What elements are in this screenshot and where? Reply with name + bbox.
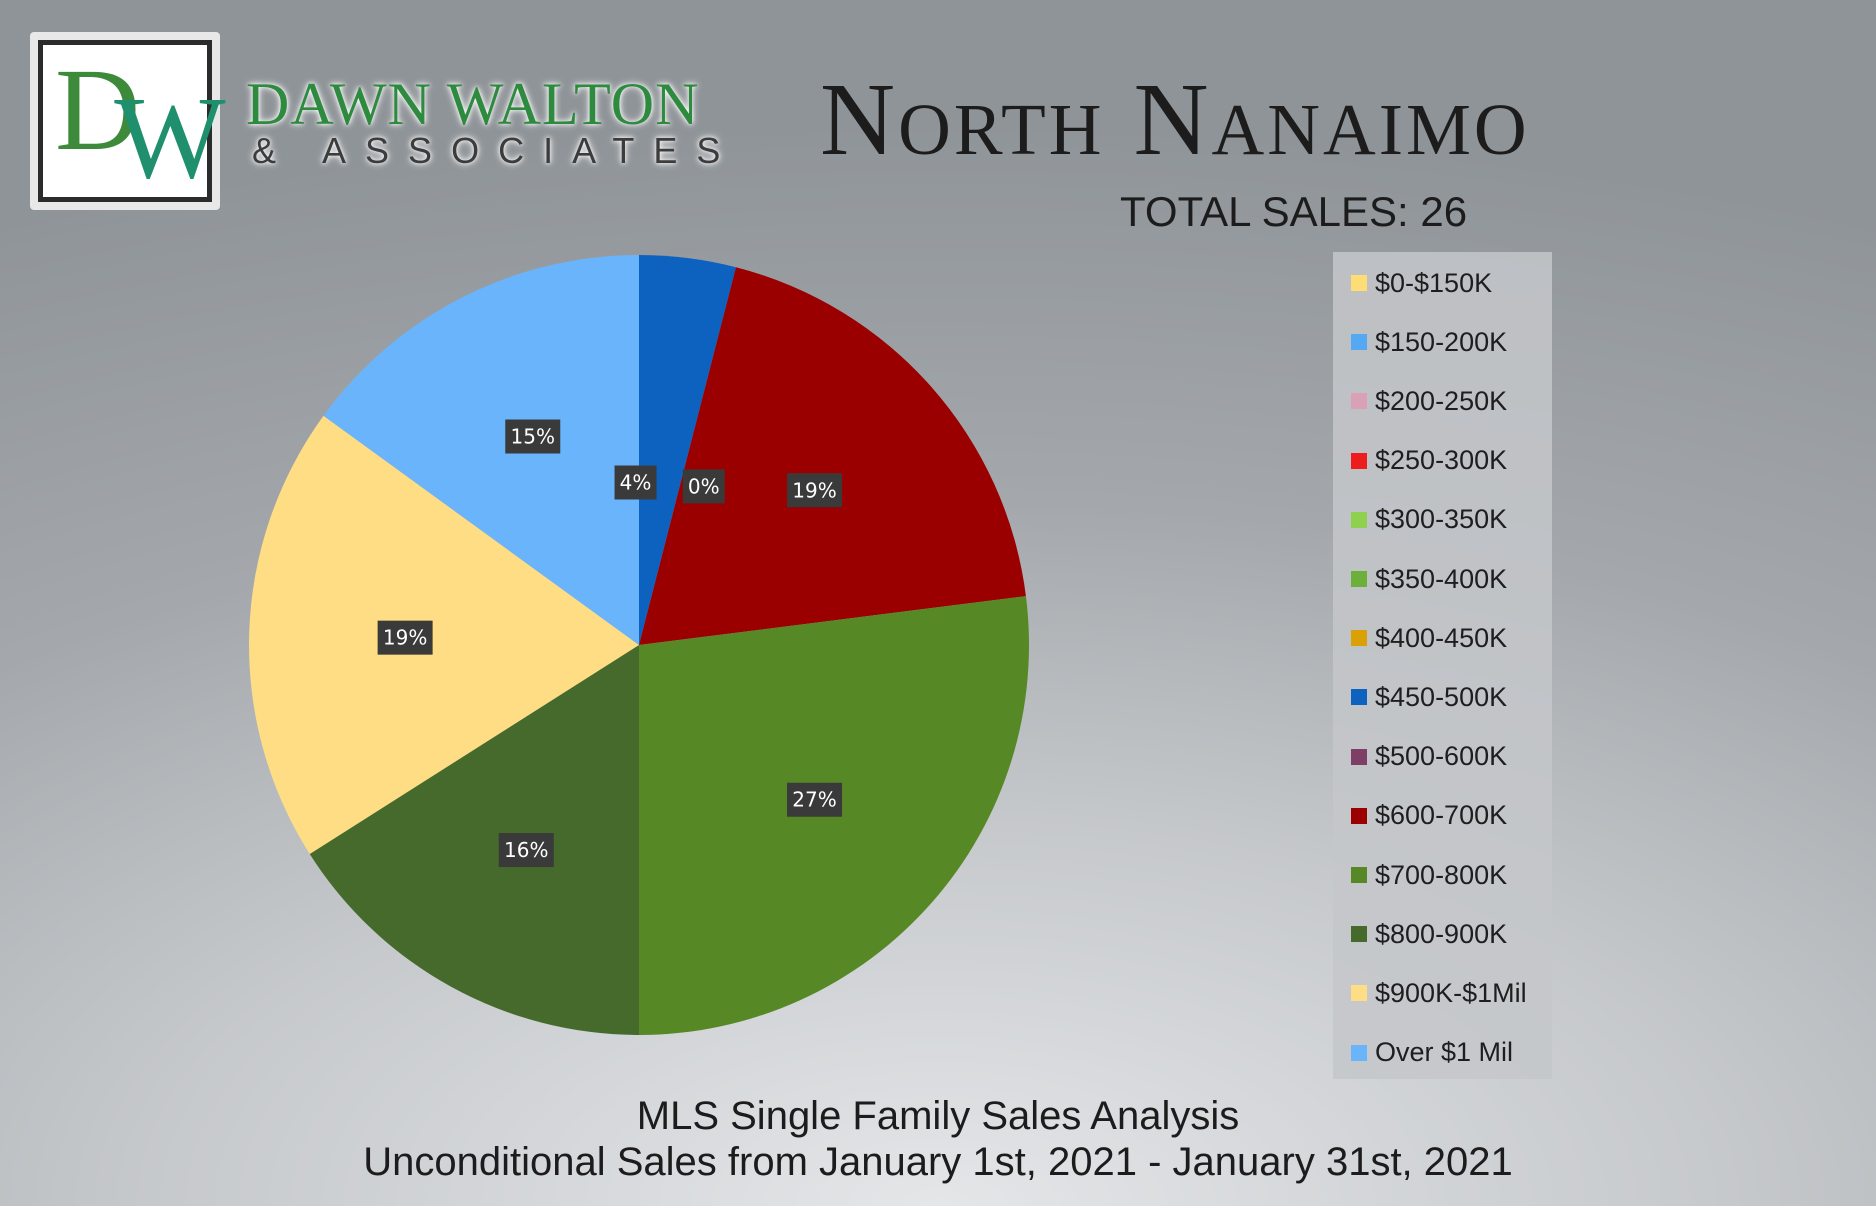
data-label-box: [377, 620, 433, 655]
legend-swatch: [1351, 985, 1367, 1002]
legend-label: $800-900K: [1375, 918, 1508, 949]
data-label: 4%: [614, 465, 657, 500]
legend-item: Over $1 Mil: [1351, 1036, 1513, 1070]
legend-label: Over $1 Mil: [1375, 1037, 1514, 1068]
legend-item: $200-250K: [1351, 384, 1507, 418]
legend-swatch: [1351, 571, 1367, 587]
subtitle-line-2: Unconditional Sales from January 1st, 20…: [363, 1140, 1513, 1184]
legend-swatch: [1351, 926, 1367, 943]
legend-label: $900K-$1Mil: [1375, 977, 1527, 1008]
legend-item: $0-$150K: [1351, 266, 1492, 300]
legend-swatch: [1351, 630, 1367, 647]
legend-swatch: [1351, 511, 1367, 528]
data-label: 19%: [377, 620, 433, 655]
brand-name: DAWN WALTON: [246, 71, 700, 137]
data-label-box: [505, 419, 561, 454]
legend-swatch: [1351, 867, 1367, 883]
pie-slice: [639, 255, 736, 645]
data-label-text: 19%: [792, 478, 836, 502]
pie-slice: [639, 267, 1026, 645]
legend-label: $0-$150K: [1375, 267, 1493, 298]
legend-label: $350-400K: [1375, 563, 1508, 594]
legend-item: $600-700K: [1351, 799, 1507, 833]
data-label-box: [787, 473, 843, 508]
brand-subtitle: & ASSOCIATES: [252, 130, 740, 171]
legend-item: $900K-$1Mil: [1351, 976, 1527, 1010]
data-label-text: 19%: [383, 626, 427, 650]
data-label-text: 0%: [688, 474, 720, 498]
legend-label: $150-200K: [1375, 326, 1508, 357]
data-label: 0%: [682, 469, 725, 504]
legend-swatch: [1351, 807, 1367, 824]
legend-item: $700-800K: [1351, 858, 1507, 892]
legend-label: $200-250K: [1375, 385, 1508, 416]
legend-label: $500-600K: [1375, 741, 1508, 772]
legend-swatch: [1351, 689, 1367, 706]
legend-label: $300-350K: [1375, 504, 1508, 535]
brand-logo: DW: [30, 32, 226, 210]
legend-item: $150-200K: [1351, 325, 1507, 359]
legend-label: $250-300K: [1375, 445, 1508, 476]
legend-item: $450-500K: [1351, 680, 1507, 714]
legend-label: $450-500K: [1375, 681, 1508, 712]
legend-swatch: [1351, 275, 1367, 291]
data-label-text: 15%: [511, 425, 555, 449]
data-label-box: [787, 782, 843, 817]
legend-swatch: [1351, 1044, 1367, 1061]
pie-slice: [249, 415, 640, 854]
legend-label: $400-450K: [1375, 622, 1508, 653]
legend-swatch: [1351, 334, 1367, 351]
legend-label: $700-800K: [1375, 859, 1508, 890]
pie-slice: [323, 255, 639, 645]
data-label-box: [614, 465, 657, 500]
chart-title: North Nanaimo: [820, 62, 1530, 177]
total-sales: TOTAL SALES: 26: [1120, 188, 1468, 235]
legend-item: $300-350K: [1351, 503, 1507, 537]
legend-swatch: [1351, 393, 1367, 410]
data-label-box: [498, 833, 554, 868]
legend-item: $350-400K: [1351, 562, 1507, 596]
legend-item: $400-450K: [1351, 621, 1507, 655]
data-label: 15%: [505, 419, 561, 454]
subtitle-line-1: MLS Single Family Sales Analysis: [636, 1094, 1240, 1138]
pie-slice: [309, 645, 639, 1035]
data-label: 19%: [787, 473, 843, 508]
data-label: 27%: [787, 782, 843, 817]
legend: $0-$150K $150-200K $200-250K $250-300K $300-…: [1333, 252, 1552, 1079]
legend-swatch: [1351, 748, 1367, 765]
logo-frame: DW: [38, 40, 226, 202]
legend-item: $250-300K: [1351, 444, 1507, 478]
data-label: 16%: [498, 833, 554, 868]
legend-item: $800-900K: [1351, 917, 1507, 951]
legend-label: $600-700K: [1375, 800, 1508, 831]
legend-item: $500-600K: [1351, 740, 1507, 774]
legend-swatch: [1351, 452, 1367, 469]
data-label-text: 4%: [620, 470, 652, 494]
data-label-box: [682, 469, 725, 504]
data-label-text: 16%: [504, 838, 548, 862]
data-label-text: 27%: [792, 788, 836, 812]
